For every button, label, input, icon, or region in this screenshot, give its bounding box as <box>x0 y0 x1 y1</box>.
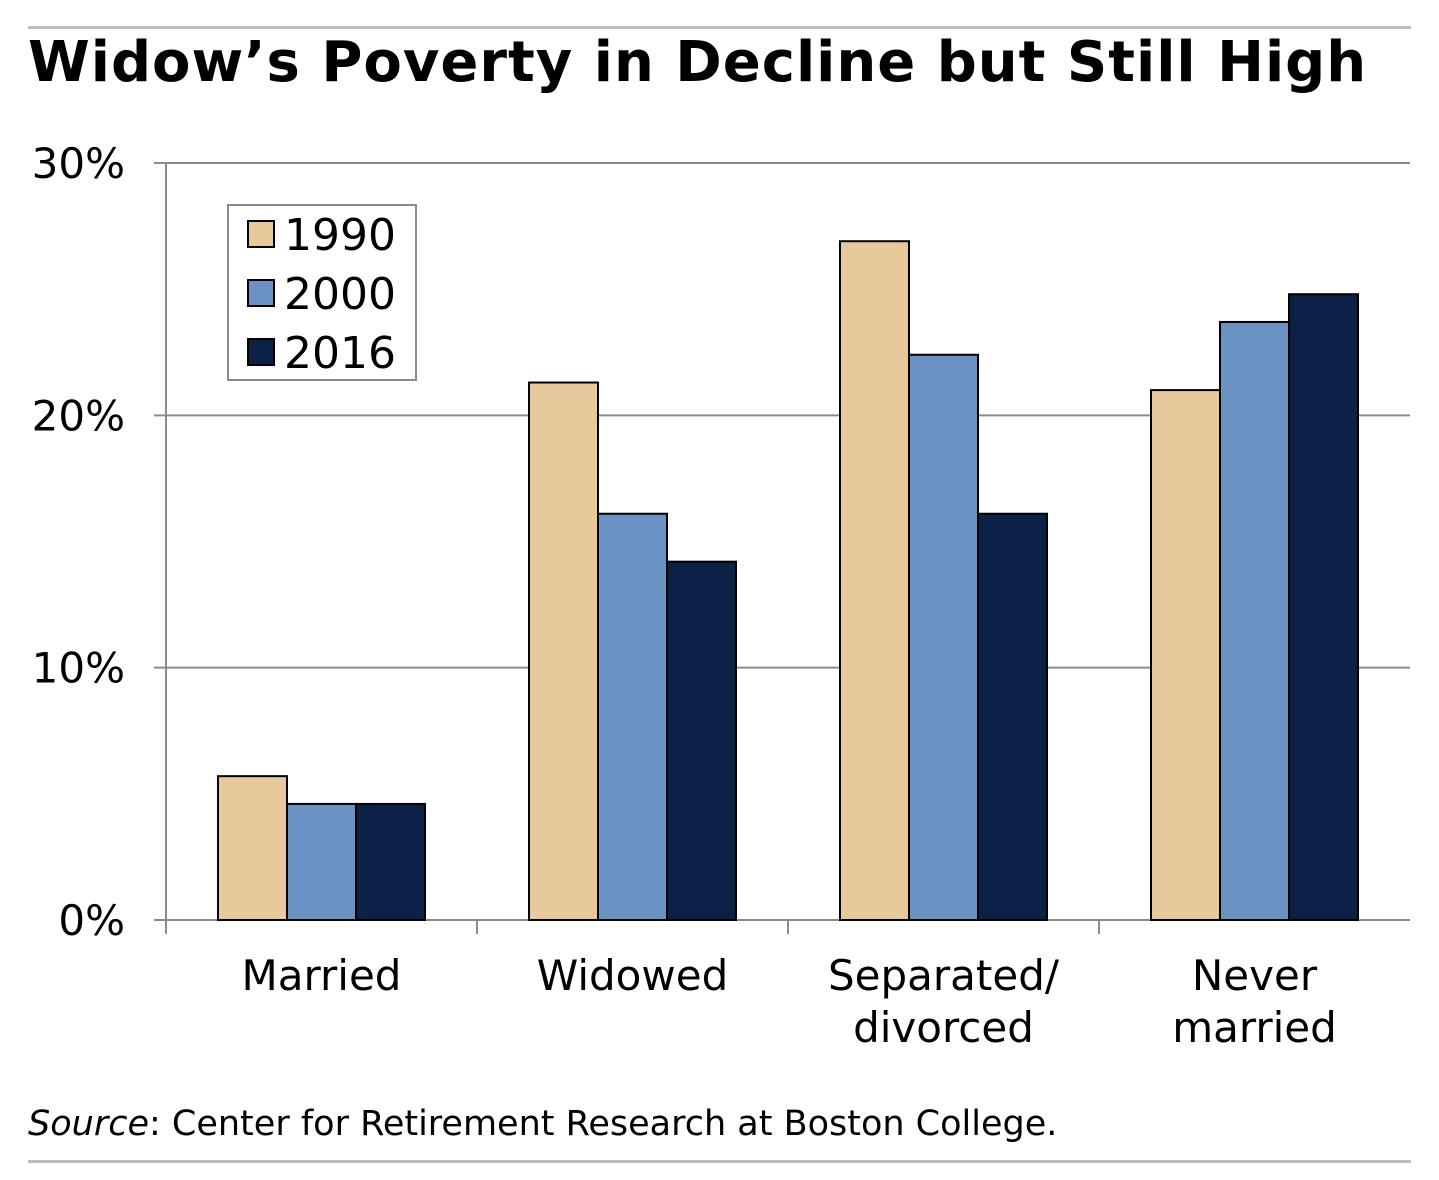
category-label: Widowed <box>537 951 728 1000</box>
bar-2016 <box>977 512 1048 921</box>
category-label: Married <box>242 951 402 1000</box>
legend-swatch <box>247 220 275 248</box>
bar-1990 <box>1150 389 1221 922</box>
bar-1990 <box>839 240 910 921</box>
bar-chart: 0% 10% 20% 30% Married Widowed Separated/divor… <box>32 139 1410 1052</box>
bar-2016 <box>666 560 737 921</box>
legend-swatch <box>247 338 275 366</box>
bar-2016 <box>355 802 426 922</box>
source-note: Source: Center for Retirement Research a… <box>28 1104 1057 1144</box>
y-tick-label: 0% <box>58 896 125 945</box>
bottom-rule <box>28 1160 1411 1163</box>
bar-2000 <box>908 353 979 922</box>
legend-label: 1990 <box>284 210 396 261</box>
bar-2016 <box>1288 293 1359 922</box>
top-rule <box>28 26 1411 29</box>
y-tick-label: 30% <box>32 139 125 188</box>
bar-2000 <box>286 802 357 922</box>
y-tick-label: 10% <box>32 644 125 693</box>
category-label: Separated/divorced <box>828 951 1060 1052</box>
chart-title: Widow’s Poverty in Decline but Still Hig… <box>28 30 1368 95</box>
category-label: Never married <box>1172 951 1337 1052</box>
source-label: Source <box>28 1104 149 1144</box>
legend-swatch <box>247 279 275 307</box>
y-tick-label: 20% <box>32 391 125 440</box>
bar-1990 <box>217 775 288 921</box>
legend-label: 2016 <box>284 328 396 379</box>
legend-label: 2000 <box>284 269 396 320</box>
bar-2000 <box>597 512 668 921</box>
bar-2000 <box>1219 320 1290 922</box>
source-text: : Center for Retirement Research at Bost… <box>148 1104 1058 1144</box>
bar-1990 <box>528 381 599 921</box>
